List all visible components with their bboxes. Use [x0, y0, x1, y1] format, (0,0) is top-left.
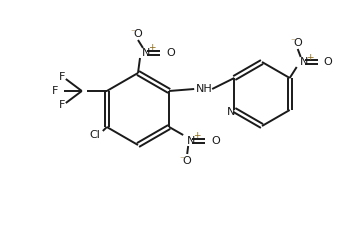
- Text: O: O: [134, 29, 142, 39]
- Text: +: +: [193, 131, 201, 141]
- Text: +: +: [306, 52, 313, 62]
- Text: O: O: [166, 48, 175, 58]
- Text: N: N: [142, 48, 150, 58]
- Text: O: O: [183, 156, 192, 166]
- Text: O: O: [293, 38, 302, 48]
- Text: ⁻: ⁻: [131, 29, 135, 37]
- Text: O: O: [211, 136, 220, 146]
- Text: O: O: [324, 57, 333, 67]
- Text: N: N: [227, 107, 235, 117]
- Text: Cl: Cl: [89, 130, 100, 140]
- Text: F: F: [59, 100, 65, 110]
- Text: N: N: [187, 136, 195, 146]
- Text: NH: NH: [196, 84, 212, 94]
- Text: F: F: [51, 86, 58, 96]
- Text: N: N: [300, 57, 308, 67]
- Text: +: +: [148, 44, 156, 52]
- Text: F: F: [59, 72, 65, 82]
- Text: ⁻: ⁻: [290, 37, 295, 47]
- Text: ⁻: ⁻: [180, 155, 185, 165]
